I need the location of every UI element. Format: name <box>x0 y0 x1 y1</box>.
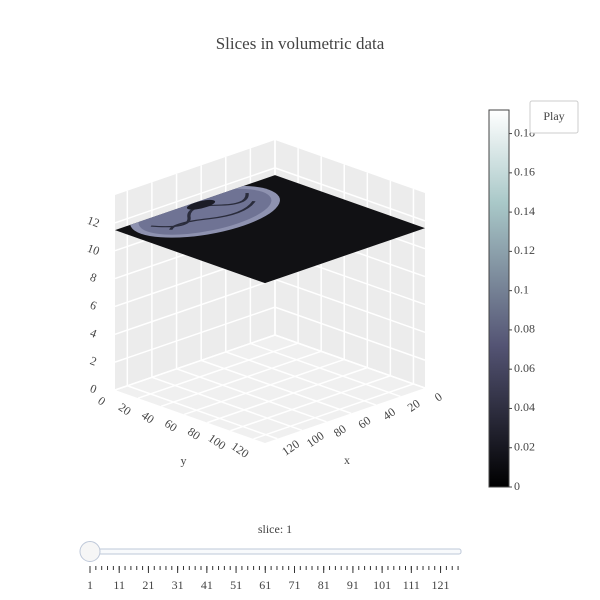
grid-line <box>230 375 391 432</box>
colorbar-tick-label: 0.14 <box>514 204 535 218</box>
grid-line <box>151 376 303 432</box>
grid-line <box>114 278 276 335</box>
y-tick-label: 100 <box>206 431 229 453</box>
slider-label: slice: 1 <box>258 522 292 536</box>
grid-line <box>225 351 377 406</box>
y-tick-label: 20 <box>116 400 134 418</box>
grid-line <box>176 368 327 423</box>
y-tick-label: 40 <box>139 408 157 426</box>
play-button-box[interactable] <box>529 100 579 134</box>
slider-tick-label: 41 <box>201 578 213 592</box>
slider-tick-label: 101 <box>373 578 391 592</box>
grid-line <box>137 342 299 399</box>
grid-line <box>274 334 426 389</box>
z-tick-label: 12 <box>85 213 101 230</box>
colorbar <box>488 109 510 488</box>
x-tick-label: 120 <box>279 437 302 459</box>
slider-tick-label: 51 <box>230 578 242 592</box>
brain-ventricle <box>186 199 216 210</box>
grid-line <box>183 358 345 416</box>
x-tick-label: 60 <box>356 413 374 431</box>
grid-line <box>160 350 322 408</box>
z-tick-label: 10 <box>85 241 101 258</box>
grid-line <box>114 167 276 224</box>
slider-tick-label: 81 <box>318 578 330 592</box>
x-tick-label: 80 <box>331 422 349 440</box>
floor <box>115 335 425 443</box>
slider-tick-label: 71 <box>288 578 300 592</box>
colorbar-tick-label: 0.12 <box>514 243 535 257</box>
slider-tick-label: 21 <box>142 578 154 592</box>
slider-tick-label: 1 <box>87 578 93 592</box>
x-tick-label: 40 <box>380 405 398 423</box>
x-tick-label: 20 <box>405 396 423 414</box>
grid-line <box>274 278 426 333</box>
x-tick-label: 0 <box>432 390 445 405</box>
y-tick-label: 0 <box>95 394 108 409</box>
grid-line <box>207 366 368 424</box>
z-tick-label: 4 <box>88 326 98 341</box>
slider-tick-label: 11 <box>113 578 125 592</box>
y-tick-label: 60 <box>162 416 180 434</box>
slider-tick-label: 91 <box>347 578 359 592</box>
x-axis-title: x <box>344 453 350 467</box>
z-tick-label: 8 <box>88 270 98 285</box>
x-tick-label: 100 <box>304 428 327 450</box>
play-button[interactable]: Play <box>529 100 579 134</box>
colorbar-tick-label: 0.04 <box>514 400 535 414</box>
slider-tick-label: 121 <box>432 578 450 592</box>
colorbar-tick-label: 0.08 <box>514 322 535 336</box>
slider-handle[interactable] <box>79 541 101 562</box>
colorbar-tick-label: 0.1 <box>514 282 529 296</box>
grid-line <box>200 359 352 415</box>
slider-track[interactable] <box>89 548 462 555</box>
y-axis-title: y <box>181 454 187 468</box>
slider-tick-label: 31 <box>172 578 184 592</box>
chart-title: Slices in volumetric data <box>216 34 385 53</box>
play-button-label[interactable]: Play <box>543 109 564 123</box>
colorbar-tick-label: 0.16 <box>514 165 535 179</box>
grid-line <box>274 167 426 222</box>
grid-line <box>127 385 278 440</box>
z-tick-label: 6 <box>88 298 98 313</box>
grid-line <box>274 306 426 361</box>
grid-line <box>250 342 401 398</box>
slider-tick-label: 61 <box>259 578 271 592</box>
grid-line <box>114 334 276 391</box>
colorbar-tick-label: 0.06 <box>514 361 535 375</box>
z-tick-label: 2 <box>88 353 98 368</box>
grid-line <box>253 383 414 440</box>
colorbar-tick-label: 0 <box>514 479 520 493</box>
slider-tick-label: 111 <box>403 578 420 592</box>
colorbar-tick-label: 0.02 <box>514 439 535 453</box>
z-tick-label: 0 <box>88 381 98 396</box>
y-tick-label: 120 <box>229 439 252 461</box>
y-tick-label: 80 <box>185 424 203 442</box>
grid-line <box>114 306 276 363</box>
slice-background <box>114 175 425 284</box>
